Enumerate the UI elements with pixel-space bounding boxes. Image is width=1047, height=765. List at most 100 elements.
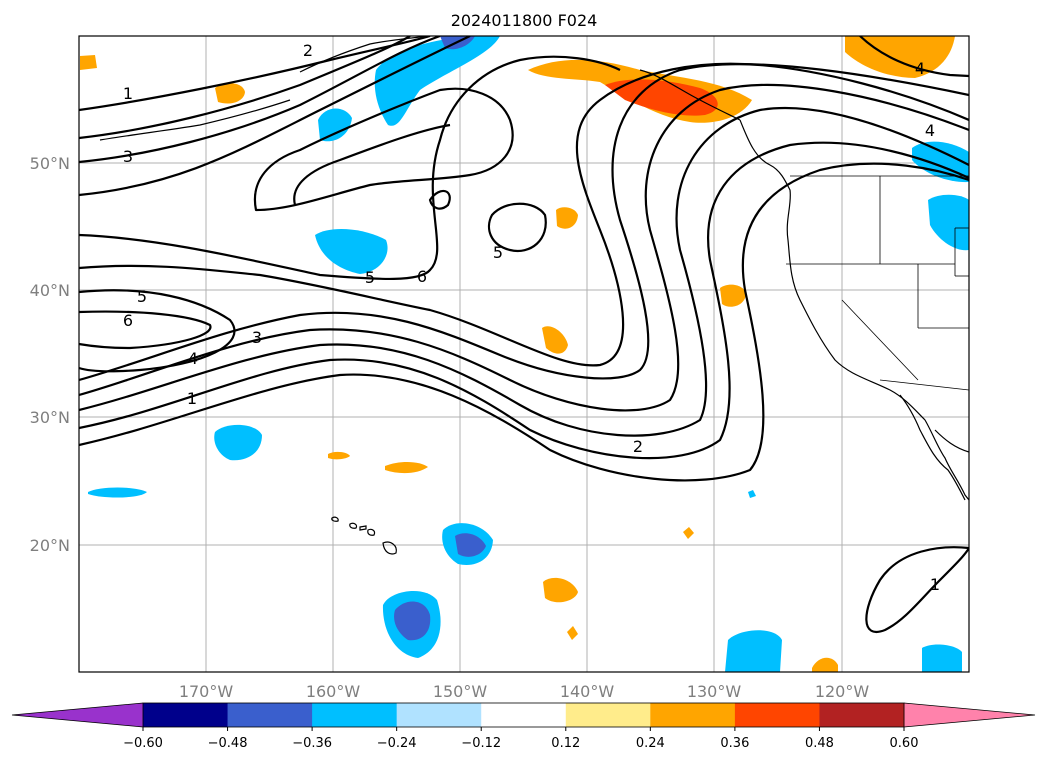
contour-line: [79, 106, 969, 437]
island-molokai: [359, 525, 367, 531]
colorbar-segment: [819, 703, 905, 727]
warm-patch: [556, 207, 578, 229]
contour-label: 3: [123, 147, 133, 166]
contour-line: [293, 123, 451, 206]
warm-patch: [328, 451, 350, 460]
colorbar-segments: [143, 703, 905, 727]
contour-label: 5: [493, 243, 503, 262]
contour-line: [79, 62, 969, 382]
contour-line: [79, 36, 441, 164]
contour-line: [79, 36, 471, 197]
contour-line: [865, 546, 969, 633]
contour-line: [79, 36, 431, 112]
coast-mexico: [934, 429, 969, 453]
contours: [79, 36, 969, 633]
shaded-field: [80, 36, 969, 672]
coastline: [99, 36, 969, 555]
coast-bc: [639, 69, 741, 121]
contour-line: [253, 87, 514, 212]
warm-patch: [543, 577, 578, 603]
cold-patch: [748, 490, 756, 498]
contour-line: [79, 55, 621, 281]
colorbar-segment: [734, 703, 820, 727]
warm-patch: [720, 284, 746, 307]
contour-label: 5: [137, 287, 147, 306]
contour-line: [428, 189, 451, 210]
cold-patch: [88, 487, 147, 498]
contour-line: [487, 202, 547, 253]
colorbar-tick-label: 0.12: [551, 736, 580, 751]
lat-label: 30°N: [30, 408, 70, 427]
colorbar-ticks: −0.60 −0.48 −0.36 −0.24 −0.12 0.12 0.24 0.36 0.4…: [123, 727, 918, 751]
colorbar-tick-label: 0.60: [890, 736, 919, 751]
cold-patch: [928, 194, 969, 251]
warm-patch: [215, 83, 245, 104]
island-maui: [367, 528, 376, 536]
colorbar-segment: [481, 703, 567, 727]
contour-label: 4: [925, 121, 935, 140]
longitude-labels: 170°W 160°W 150°W 140°W 130°W 120°W: [179, 682, 870, 701]
contour-label: 2: [303, 41, 313, 60]
lon-label: 120°W: [815, 682, 870, 701]
colorbar-extend-low: [12, 703, 143, 727]
warm-patch: [683, 527, 694, 539]
contour-line: [79, 36, 411, 140]
map-frame: [78, 35, 970, 673]
political-borders: [786, 175, 969, 391]
lat-label: 50°N: [30, 154, 70, 173]
contour-label: 4: [188, 349, 198, 368]
colorbar-segment: [650, 703, 736, 727]
lon-label: 130°W: [687, 682, 742, 701]
graticule: [79, 36, 969, 672]
colorbar-tick-label: −0.24: [377, 736, 417, 751]
coast-north-america: [739, 119, 969, 501]
contour-label: 5: [365, 268, 375, 287]
island-hawaii: [382, 541, 397, 555]
warm-patch: [812, 657, 838, 672]
lon-label: 170°W: [179, 682, 234, 701]
latitude-labels: 50°N 40°N 30°N 20°N: [30, 154, 70, 555]
lon-label: 160°W: [306, 682, 361, 701]
colorbar-segment: [143, 703, 229, 727]
contour-label: 1: [930, 575, 940, 594]
coast-baja: [899, 394, 966, 501]
contour-line: [79, 310, 212, 350]
colorbar-tick-label: −0.48: [208, 736, 248, 751]
colorbar-segment: [396, 703, 482, 727]
contour-label: 2: [633, 437, 643, 456]
coast-alaska: [299, 36, 431, 73]
colorbar-extend-high: [904, 703, 1035, 727]
cold-patch-core: [394, 601, 431, 641]
island-kauai: [331, 516, 339, 522]
lat-label: 40°N: [30, 281, 70, 300]
cold-patch: [725, 630, 782, 672]
warm-patch: [80, 55, 97, 70]
cold-patch: [922, 644, 962, 672]
colorbar-segment: [565, 703, 651, 727]
island-oahu: [349, 522, 358, 529]
lat-label: 20°N: [30, 536, 70, 555]
colorbar-tick-label: 0.48: [805, 736, 834, 751]
contour-label: 1: [123, 84, 133, 103]
contour-line: [79, 83, 969, 412]
contour-line: [859, 36, 969, 78]
contour-label: 6: [417, 267, 427, 286]
contour-label: 1: [187, 389, 197, 408]
map-content: 1 3 5 6 4 1 2 5 6 3 4 2 5 4 1: [79, 36, 969, 672]
lon-label: 140°W: [560, 682, 615, 701]
colorbar-tick-label: −0.12: [461, 736, 501, 751]
warm-patch: [385, 461, 428, 474]
map-title: 2024011800 F024: [451, 11, 598, 30]
lon-label: 150°W: [433, 682, 488, 701]
contour-label: 3: [252, 328, 262, 347]
cold-patch: [315, 228, 388, 274]
colorbar-segment: [312, 703, 398, 727]
colorbar-segment: [227, 703, 313, 727]
cold-patch-core: [455, 533, 486, 557]
cold-patch: [318, 108, 352, 142]
contour-line: [79, 141, 969, 460]
colorbar-tick-label: −0.60: [123, 736, 163, 751]
contour-line: [79, 162, 969, 482]
colorbar: −0.60 −0.48 −0.36 −0.24 −0.12 0.12 0.24 0.36 0.4…: [11, 702, 1036, 751]
